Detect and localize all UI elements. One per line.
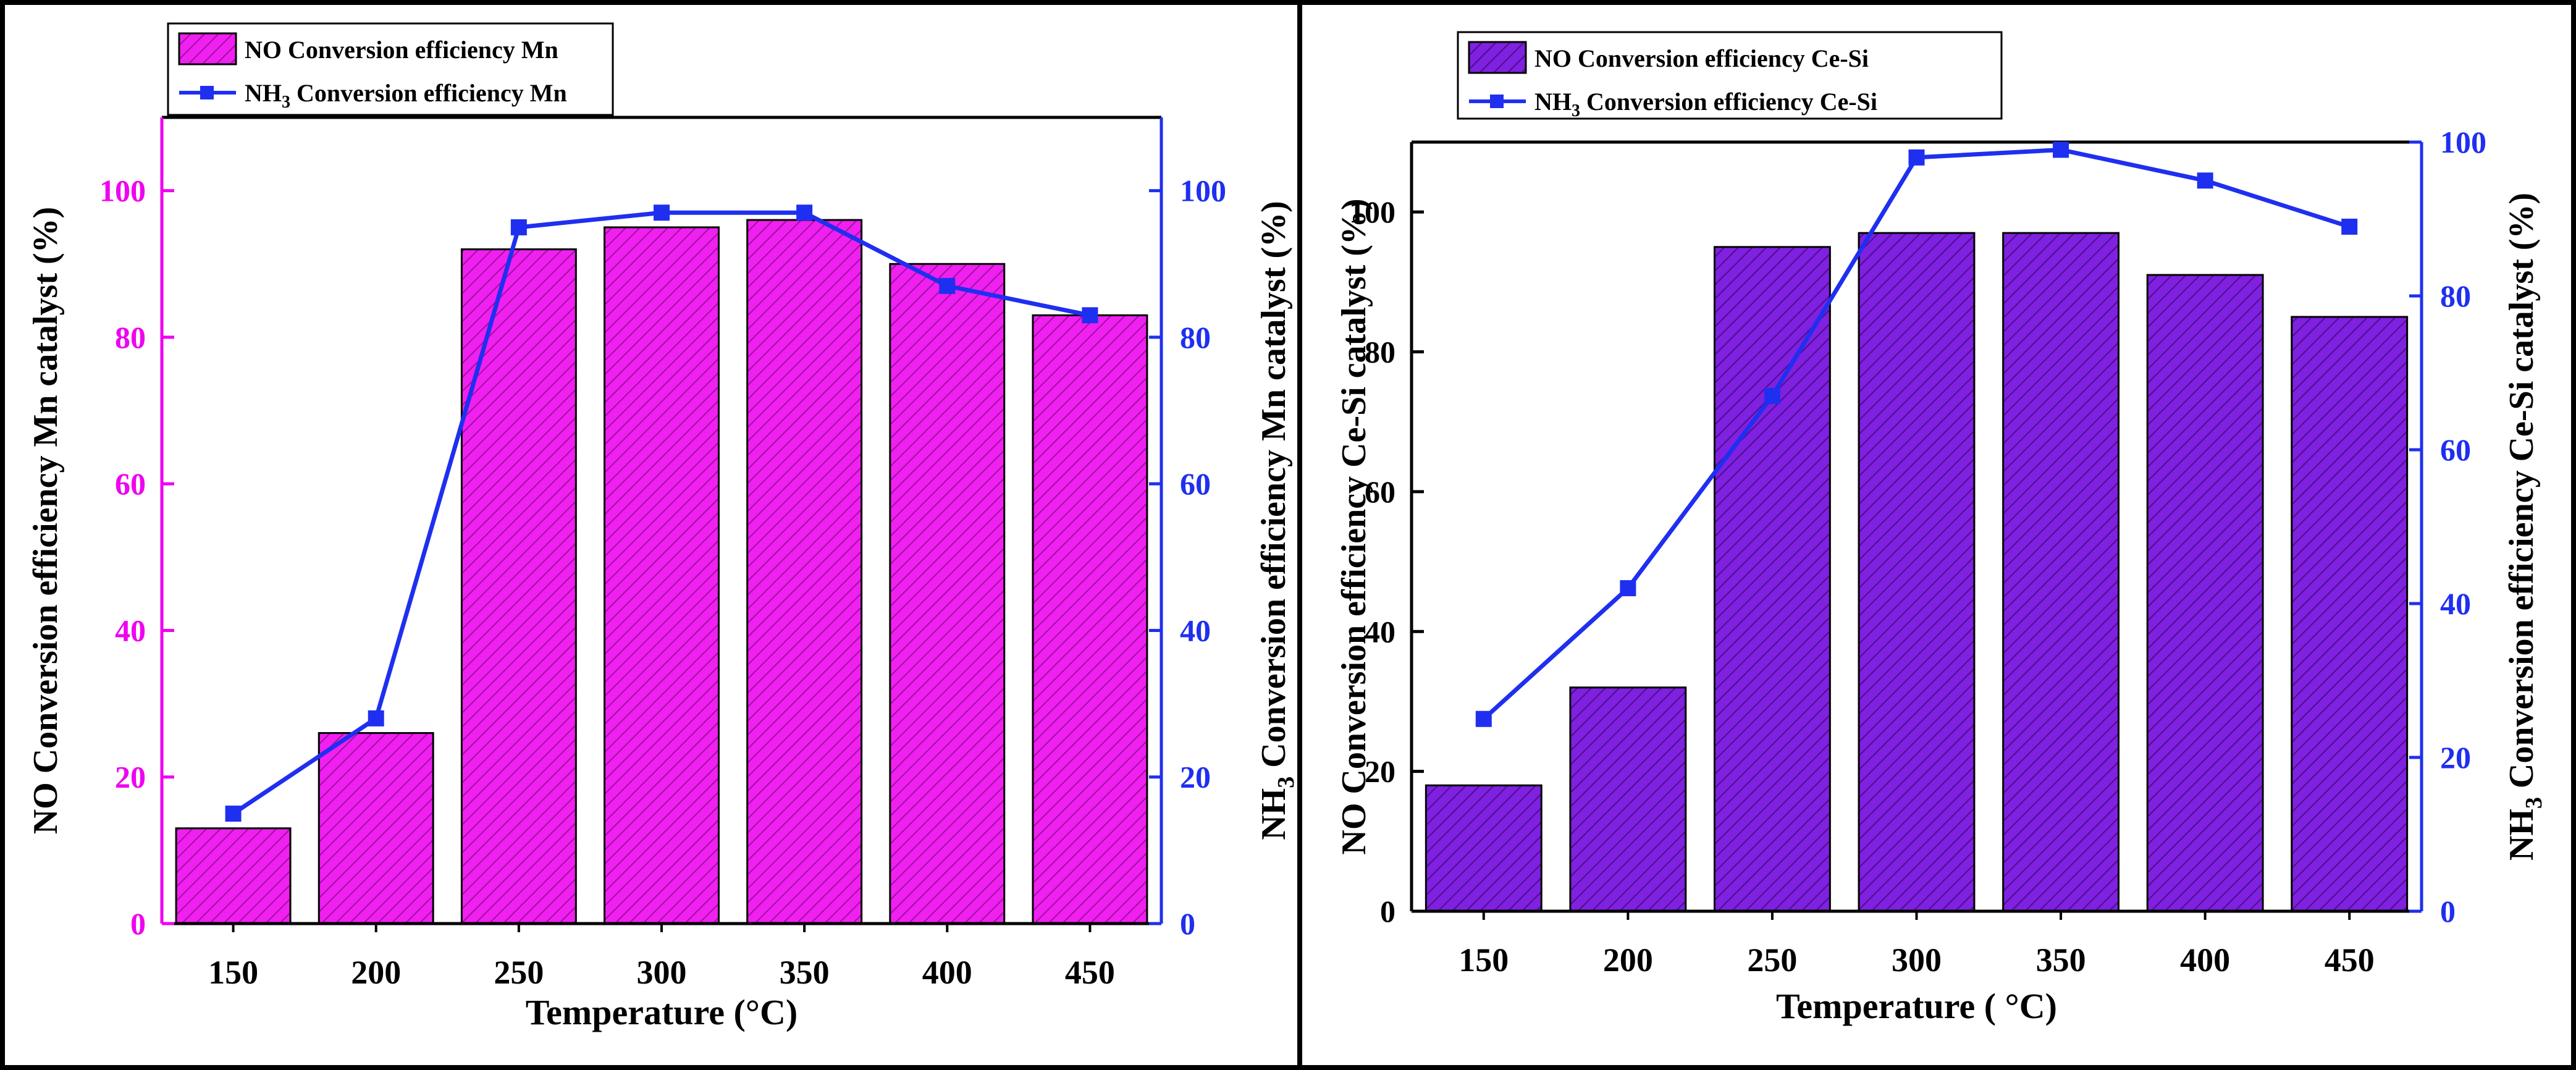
nh3-data-point (654, 204, 670, 221)
right-y-tick-label: 80 (2440, 279, 2471, 313)
x-tick-label: 200 (351, 954, 401, 991)
nh3-data-point (510, 219, 527, 235)
legend-bar-swatch (178, 32, 237, 65)
left-y-tick-label: 40 (115, 613, 146, 647)
x-tick-label: 450 (1065, 954, 1115, 991)
x-tick-label: 400 (2180, 942, 2230, 979)
bar (460, 248, 577, 925)
right-y-axis-title: NH3 Conversion efficiency Mn catalyst (%… (1255, 201, 1299, 840)
bar (175, 827, 292, 925)
legend-box (167, 22, 614, 116)
nh3-data-point (2197, 172, 2213, 189)
nh3-data-point (368, 710, 384, 727)
x-tick-label: 300 (637, 954, 687, 991)
left-y-tick-label: 80 (1365, 335, 1395, 369)
left-y-tick-label: 100 (99, 174, 146, 208)
bar (1858, 232, 1976, 912)
bar (1714, 246, 1831, 912)
left-y-tick-label: 60 (115, 466, 146, 501)
left-y-tick-label: 20 (1365, 754, 1395, 789)
nh3-data-point (225, 806, 242, 822)
bar (318, 732, 434, 925)
bar (889, 263, 1006, 925)
left-y-tick-label: 0 (130, 906, 146, 941)
right-y-tick-label: 20 (1180, 760, 1211, 794)
right-y-tick-label: 0 (2440, 894, 2456, 929)
right-y-tick-label: 100 (1180, 174, 1226, 208)
right-y-tick-label: 100 (2440, 125, 2486, 159)
x-tick-label: 350 (2036, 942, 2086, 979)
x-tick-label: 400 (922, 954, 972, 991)
nh3-data-point (1475, 710, 1492, 727)
x-tick-label: 150 (208, 954, 258, 991)
right-y-tick-label: 40 (1180, 613, 1211, 647)
legend-label-bar: NO Conversion efficiency Ce-Si (1534, 44, 1869, 72)
chart-ce-si-catalyst: 0 20 40 60 80 100 0 20 40 60 80 100 150 200 250 300 350 4… (1335, 31, 2547, 1026)
legend-label-line: NH3 Conversion efficiency Ce-Si (1534, 88, 1877, 120)
x-tick-label: 250 (1747, 942, 1797, 979)
bar (2146, 274, 2264, 912)
bar (746, 219, 863, 925)
right-y-axis-title: NH3 Conversion efficiency Ce-Si catalyst… (2502, 193, 2547, 861)
bar (2002, 232, 2119, 912)
left-y-tick-label: 20 (115, 760, 146, 794)
legend-box (1457, 31, 2003, 120)
chart-mn-catalyst: 0 20 40 60 80 100 0 20 40 60 80 100 150 200 250 300 350 4… (27, 22, 1299, 1032)
right-y-tick-label: 0 (1180, 906, 1195, 941)
x-tick-label: 150 (1458, 942, 1509, 979)
x-axis-title: Temperature ( °C) (1776, 986, 2057, 1026)
bar (604, 226, 720, 925)
x-tick-label: 250 (494, 954, 544, 991)
nh3-data-point (2341, 218, 2358, 235)
bar (1569, 686, 1687, 912)
x-tick-label: 200 (1603, 942, 1653, 979)
legend-label-line: NH3 Conversion efficiency Mn (245, 79, 567, 112)
right-y-tick-label: 60 (1180, 466, 1211, 501)
left-y-tick-label: 100 (1349, 195, 1395, 229)
nh3-data-point (1620, 580, 1636, 597)
x-axis-title: Temperature (°C) (526, 992, 798, 1032)
bar (2291, 316, 2409, 912)
right-y-tick-label: 40 (2440, 586, 2471, 621)
right-y-tick-label: 20 (2440, 740, 2471, 775)
left-y-tick-label: 0 (1380, 894, 1395, 929)
x-tick-label: 350 (780, 954, 830, 991)
left-y-tick-label: 40 (1365, 614, 1395, 649)
legend-bar-swatch (1468, 41, 1527, 74)
nh3-data-point (1082, 307, 1098, 324)
left-y-axis-title: NO Conversion efficiency Ce-Si catalyst … (1335, 198, 1373, 854)
legend-label-bar: NO Conversion efficiency Mn (245, 36, 558, 64)
left-y-tick-label: 80 (115, 320, 146, 355)
legend-line-marker (200, 86, 214, 99)
left-y-axis-title: NO Conversion efficiency Mn catalyst (%) (27, 207, 65, 835)
left-y-tick-label: 60 (1365, 474, 1395, 509)
right-y-tick-label: 60 (2440, 432, 2471, 467)
legend-line-marker (1490, 95, 1504, 108)
bar (1032, 314, 1148, 925)
nh3-data-point (2053, 141, 2069, 158)
nh3-data-point (1908, 149, 1925, 166)
right-y-tick-label: 80 (1180, 320, 1211, 355)
bar (1425, 784, 1543, 912)
x-tick-label: 450 (2325, 942, 2375, 979)
nh3-data-point (796, 204, 813, 221)
nh3-data-point (1764, 387, 1780, 404)
x-tick-label: 300 (1892, 942, 1942, 979)
nh3-data-point (939, 277, 956, 294)
